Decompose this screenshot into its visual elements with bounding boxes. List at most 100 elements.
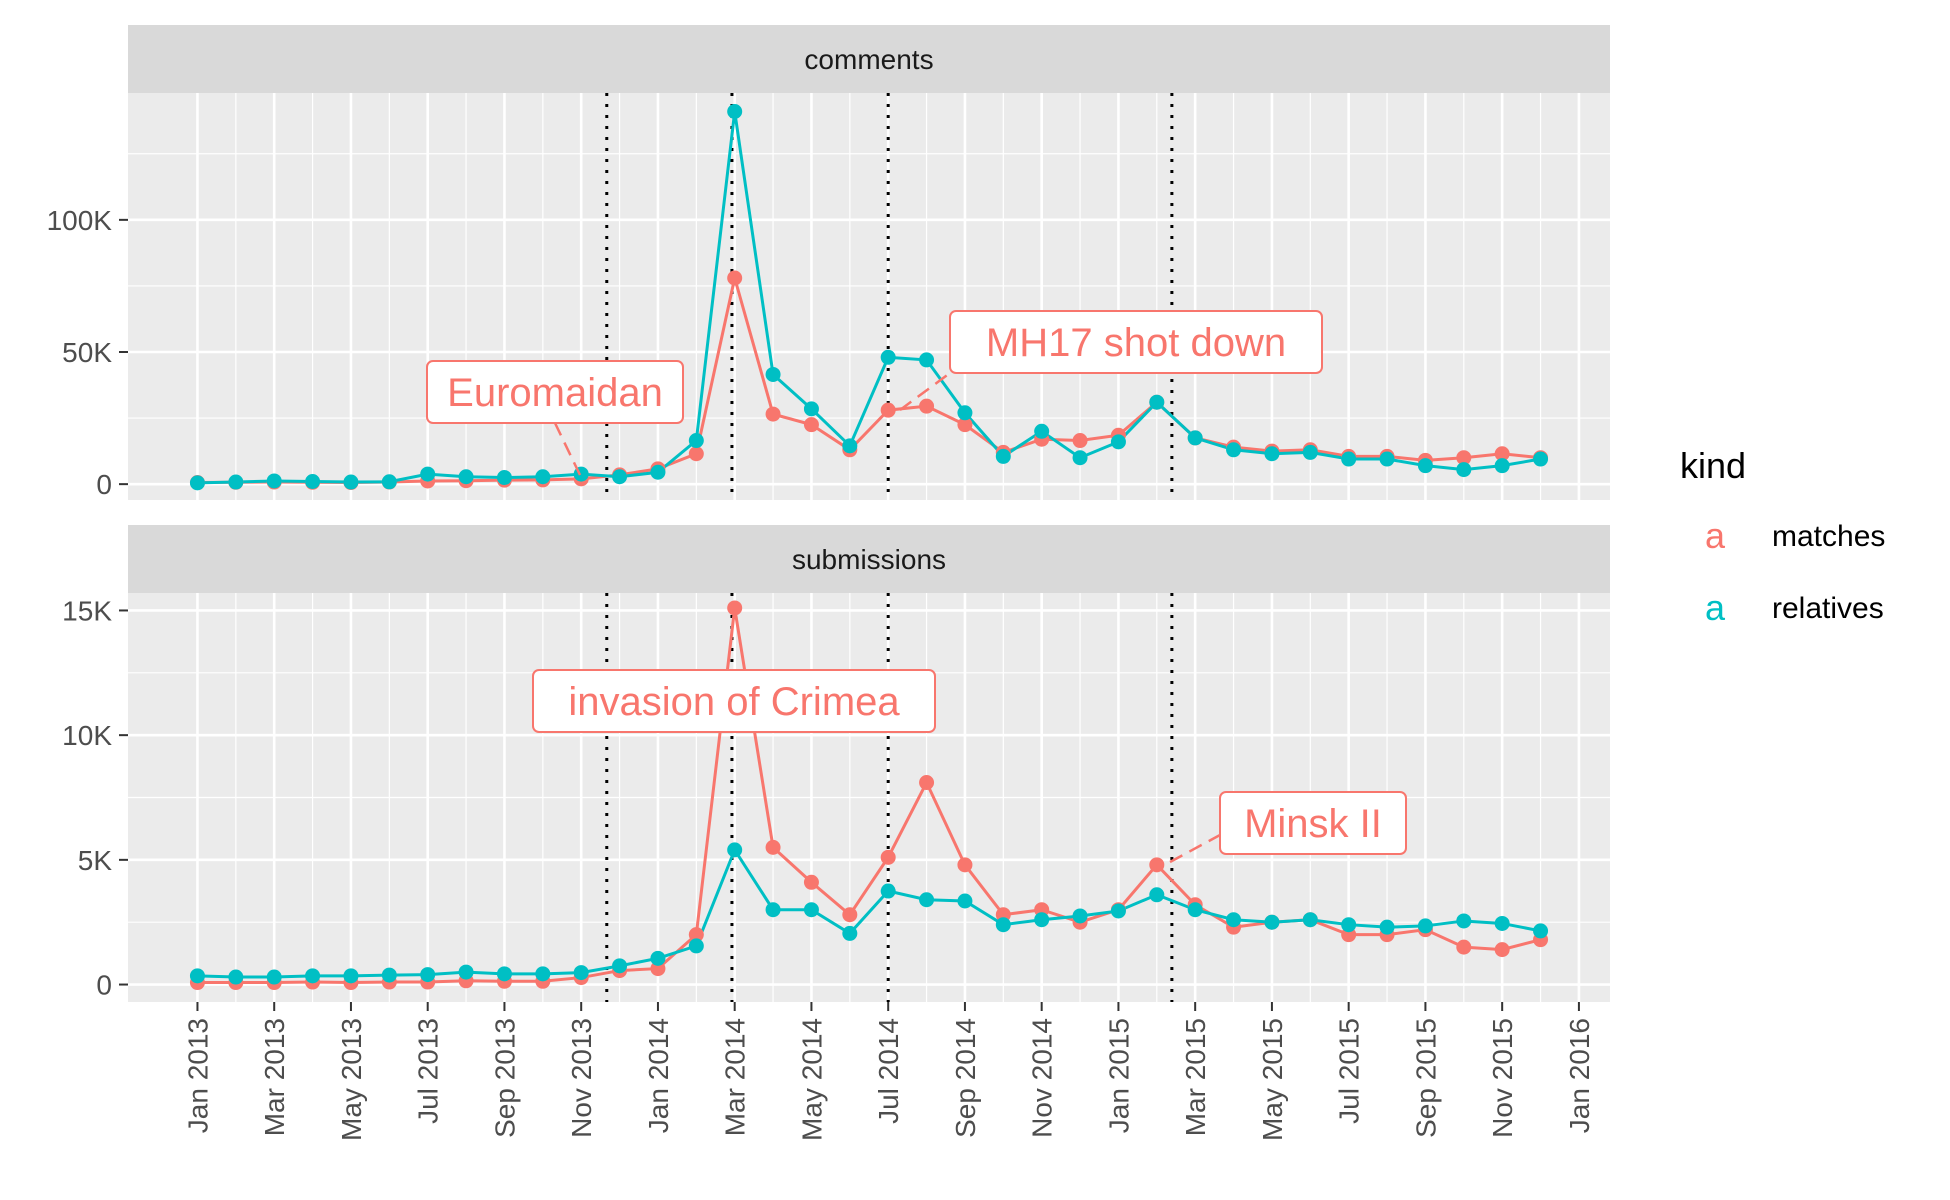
data-point-matches (957, 857, 973, 873)
data-point-relatives (803, 401, 819, 417)
data-point-relatives (535, 469, 551, 485)
x-tick-label: Sep 2015 (1410, 1018, 1441, 1138)
y-tick-label: 5K (78, 845, 113, 876)
x-tick-label: May 2013 (336, 1018, 367, 1141)
data-point-matches (727, 270, 743, 286)
data-point-relatives (1456, 462, 1472, 478)
data-point-relatives (650, 464, 666, 480)
data-point-relatives (1187, 902, 1203, 918)
annotation-text: MH17 shot down (986, 321, 1286, 365)
data-point-relatives (381, 474, 397, 490)
data-point-relatives (880, 883, 896, 899)
data-point-relatives (612, 469, 628, 485)
legend-label-relatives: relatives (1772, 592, 1884, 625)
data-point-relatives (228, 474, 244, 490)
x-tick-label: Nov 2014 (1027, 1018, 1058, 1138)
x-tick-label: Mar 2013 (259, 1018, 290, 1136)
data-point-matches (803, 874, 819, 890)
x-tick-label: May 2015 (1257, 1018, 1288, 1141)
legend-title: kind (1680, 445, 1746, 486)
data-point-relatives (803, 902, 819, 918)
data-point-relatives (727, 842, 743, 858)
data-point-relatives (458, 469, 474, 485)
data-point-matches (765, 406, 781, 422)
legend-label-matches: matches (1772, 520, 1885, 553)
data-point-relatives (765, 902, 781, 918)
data-point-matches (765, 839, 781, 855)
annotation-label: MH17 shot down (899, 310, 1323, 412)
data-point-relatives (496, 470, 512, 486)
annotation-text: Minsk II (1244, 802, 1382, 846)
facet-strip (128, 525, 1610, 593)
data-point-relatives (919, 352, 935, 368)
x-tick-label: Sep 2013 (489, 1018, 520, 1138)
facet-strip-label: comments (804, 44, 933, 75)
data-point-relatives (688, 433, 704, 449)
data-point-relatives (688, 938, 704, 954)
data-point-relatives (266, 473, 282, 489)
data-point-relatives (880, 349, 896, 365)
data-point-relatives (765, 366, 781, 382)
annotation-box (532, 669, 936, 733)
legend-key-matches: a (1705, 515, 1726, 556)
y-tick-label: 0 (96, 469, 112, 500)
data-point-matches (1456, 450, 1472, 466)
data-point-relatives (1110, 434, 1126, 450)
x-tick-label: May 2014 (796, 1018, 827, 1141)
data-point-relatives (343, 968, 359, 984)
x-tick-label: Jul 2013 (413, 1018, 444, 1124)
data-point-relatives (266, 969, 282, 985)
data-point-relatives (381, 967, 397, 983)
data-point-relatives (1494, 915, 1510, 931)
facet-comments: comments 0 50K 100K (47, 25, 1610, 500)
annotation-text: Euromaidan (447, 371, 663, 415)
data-point-relatives (1072, 450, 1088, 466)
annotation-label: Euromaidan (426, 360, 684, 476)
x-tick-label: Nov 2015 (1487, 1018, 1518, 1138)
data-point-relatives (305, 968, 321, 984)
data-point-matches (1494, 446, 1510, 462)
y-tick-label: 50K (62, 337, 112, 368)
data-point-relatives (305, 474, 321, 489)
data-point-relatives (1226, 912, 1242, 928)
data-point-relatives (1226, 442, 1242, 458)
data-point-matches (1456, 939, 1472, 955)
annotation-connector (899, 371, 951, 412)
data-point-matches (727, 600, 743, 616)
facet-strip-label: submissions (792, 544, 946, 575)
data-point-relatives (420, 967, 436, 983)
data-point-relatives (420, 466, 436, 482)
data-point-relatives (727, 104, 743, 119)
data-point-relatives (1533, 923, 1549, 939)
y-tick-label: 0 (96, 970, 112, 1001)
data-point-relatives (842, 925, 858, 941)
data-point-relatives (1456, 913, 1472, 929)
data-point-relatives (573, 965, 589, 981)
data-point-matches (803, 417, 819, 433)
x-tick-label: Sep 2014 (950, 1018, 981, 1138)
data-point-relatives (1149, 887, 1165, 903)
facet-strip (128, 25, 1610, 93)
data-point-relatives (1264, 446, 1280, 462)
data-point-relatives (1379, 451, 1395, 467)
annotation-text: invasion of Crimea (568, 680, 900, 724)
x-tick-label: Jul 2014 (873, 1018, 904, 1124)
annotation-box (949, 310, 1323, 374)
data-point-relatives (957, 893, 973, 909)
panel-background (128, 93, 1610, 500)
data-point-relatives (1187, 430, 1203, 446)
data-point-relatives (650, 950, 666, 966)
data-point-relatives (1072, 908, 1088, 924)
data-point-relatives (1302, 912, 1318, 928)
data-point-relatives (1494, 458, 1510, 474)
x-tick-label: Jul 2015 (1334, 1018, 1365, 1124)
data-point-relatives (1149, 394, 1165, 410)
data-point-relatives (612, 958, 628, 974)
data-point-matches (1149, 857, 1165, 873)
data-point-relatives (919, 892, 935, 908)
data-point-relatives (1417, 918, 1433, 934)
data-point-relatives (496, 966, 512, 982)
x-tick-label: Nov 2013 (566, 1018, 597, 1138)
annotation-label: invasion of Crimea (532, 669, 936, 733)
